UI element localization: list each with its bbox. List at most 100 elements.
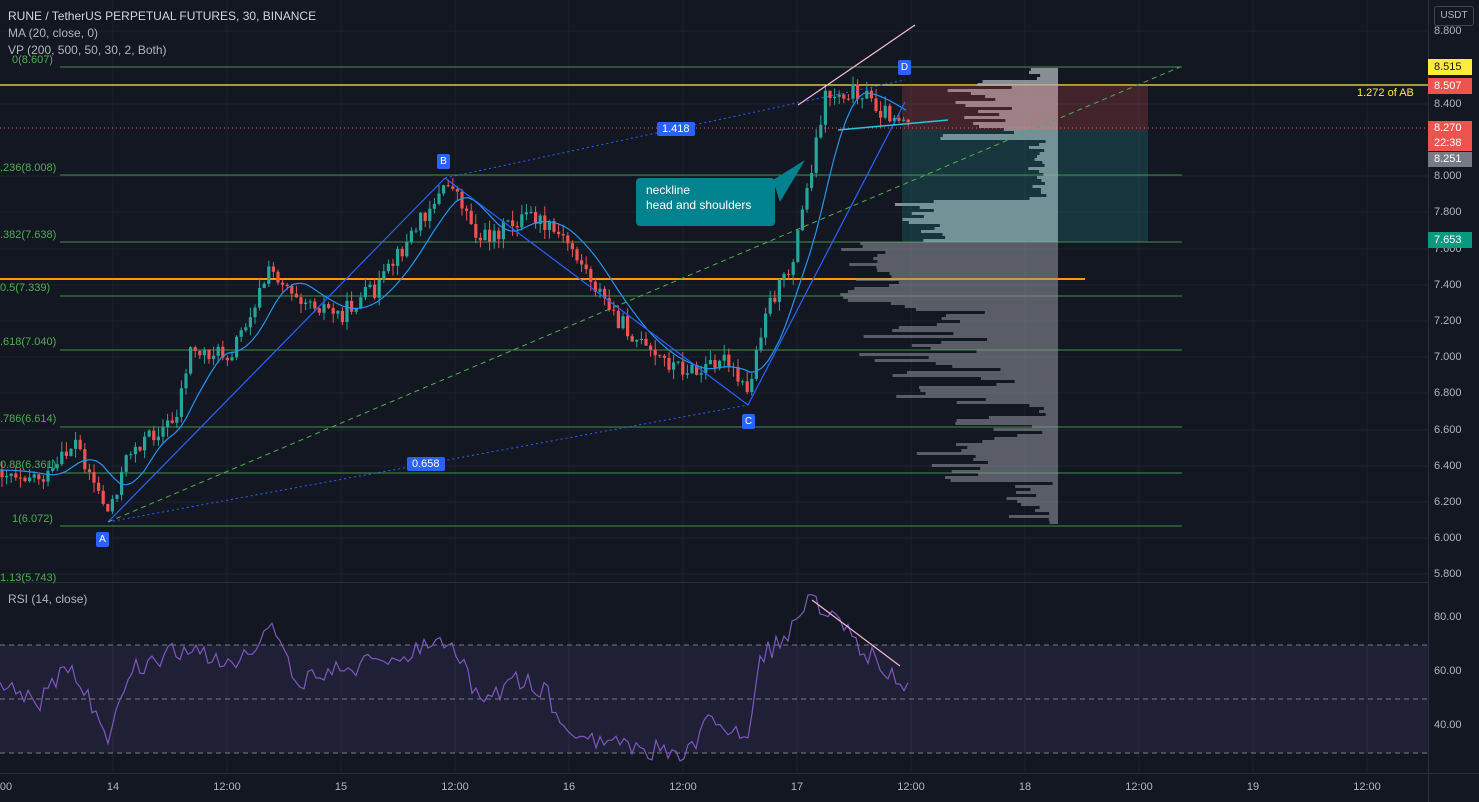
volume-profile-bar bbox=[1040, 191, 1058, 194]
abcd-pattern bbox=[107, 101, 906, 523]
candle-body bbox=[281, 282, 285, 285]
volume-profile-bar bbox=[1030, 68, 1058, 71]
candle-body bbox=[143, 436, 147, 451]
rsi-tick: 40.00 bbox=[1434, 719, 1462, 731]
pattern-point-c[interactable]: C bbox=[742, 414, 755, 429]
candle-body bbox=[584, 264, 588, 270]
candle-body bbox=[860, 98, 864, 100]
candle-body bbox=[833, 96, 837, 99]
rsi-legend[interactable]: RSI (14, close) bbox=[8, 592, 88, 606]
candle-body bbox=[869, 90, 873, 99]
candle-body bbox=[777, 279, 781, 302]
candle-body bbox=[621, 316, 625, 329]
candle-body bbox=[87, 469, 91, 473]
candle-body bbox=[538, 215, 542, 224]
candle-body bbox=[736, 367, 740, 382]
volume-profile-bar bbox=[1036, 77, 1058, 80]
candle-body bbox=[810, 173, 814, 189]
volume-profile-bar bbox=[936, 323, 1058, 326]
candle-body bbox=[879, 110, 883, 118]
candlesticks bbox=[0, 76, 910, 515]
volume-profile-bar bbox=[1013, 131, 1058, 134]
volume-profile-bar bbox=[855, 278, 1058, 281]
candle-body bbox=[64, 451, 68, 456]
volume-profile-bar bbox=[1039, 170, 1058, 173]
candle-body bbox=[409, 230, 413, 242]
candle-body bbox=[207, 349, 211, 360]
volume-profile-bar bbox=[953, 332, 1058, 335]
volume-profile-bar bbox=[1028, 71, 1058, 74]
price-tick: 6.600 bbox=[1434, 424, 1462, 436]
candle-body bbox=[189, 347, 193, 374]
candle-body bbox=[649, 345, 653, 350]
fib-label: .236(8.008) bbox=[0, 162, 57, 174]
candle-body bbox=[593, 281, 597, 292]
fib-label: .786(6.614) bbox=[0, 413, 57, 425]
volume-profile-bar bbox=[1036, 155, 1058, 158]
pattern-point-b[interactable]: B bbox=[437, 154, 450, 169]
volume-profile-bar bbox=[894, 203, 1058, 206]
callout-line-2: head and shoulders bbox=[646, 198, 752, 212]
candle-body bbox=[166, 420, 170, 428]
volume-profile-bar bbox=[933, 209, 1058, 212]
price-tick: 6.000 bbox=[1434, 532, 1462, 544]
time-tick: 00 bbox=[0, 781, 13, 793]
volume-profile-bar bbox=[1037, 176, 1058, 179]
candle-body bbox=[796, 230, 800, 263]
volume-profile-bar bbox=[1006, 497, 1058, 500]
volume-profile bbox=[840, 68, 1058, 524]
candle-body bbox=[14, 473, 18, 478]
price-tick: 6.200 bbox=[1434, 496, 1462, 508]
volume-profile-bar bbox=[931, 464, 1058, 467]
volume-profile-bar bbox=[891, 275, 1058, 278]
neckline-callout[interactable]: neckline head and shoulders bbox=[636, 178, 775, 226]
volume-profile-bar bbox=[1044, 149, 1058, 152]
candle-body bbox=[805, 188, 809, 210]
volume-profile-bar bbox=[1016, 491, 1058, 494]
candle-body bbox=[529, 211, 533, 213]
volume-profile-bar bbox=[1011, 107, 1058, 110]
candle-body bbox=[708, 360, 712, 365]
vp-legend[interactable]: VP (200, 500, 50, 30, 2, Both) bbox=[8, 43, 167, 57]
volume-profile-bar bbox=[930, 347, 1058, 350]
currency-button[interactable]: USDT bbox=[1434, 6, 1474, 26]
pattern-point-a[interactable]: A bbox=[96, 532, 109, 547]
candle-body bbox=[373, 284, 377, 298]
time-tick: 17 bbox=[790, 781, 804, 793]
pane-separator[interactable] bbox=[0, 582, 1428, 583]
fib-retracement[interactable] bbox=[0, 66, 1428, 527]
volume-profile-bar bbox=[955, 443, 1058, 446]
candle-body bbox=[179, 388, 183, 417]
candle-body bbox=[892, 117, 896, 122]
callout-line-1: neckline bbox=[646, 183, 691, 197]
current-price-label: 8.270 bbox=[1428, 121, 1472, 136]
candle-body bbox=[28, 477, 32, 482]
ratio-label-ab[interactable]: 0.658 bbox=[407, 457, 445, 471]
pattern-point-d[interactable]: D bbox=[898, 60, 911, 75]
candle-body bbox=[672, 362, 676, 370]
volume-profile-bar bbox=[1049, 512, 1058, 515]
volume-profile-bar bbox=[952, 365, 1058, 368]
volume-profile-bar bbox=[950, 479, 1058, 482]
position-zones[interactable] bbox=[902, 85, 1148, 242]
candle-body bbox=[363, 287, 367, 298]
candle-body bbox=[308, 301, 312, 303]
volume-profile-bar bbox=[854, 287, 1058, 290]
volume-profile-bar bbox=[1044, 164, 1058, 167]
candle-body bbox=[110, 498, 114, 512]
volume-profile-bar bbox=[1011, 86, 1058, 89]
candle-body bbox=[193, 347, 197, 351]
candle-body bbox=[340, 310, 344, 323]
volume-profile-bar bbox=[1043, 407, 1058, 410]
volume-profile-bar bbox=[923, 215, 1058, 218]
volume-profile-bar bbox=[873, 257, 1058, 260]
candle-body bbox=[566, 235, 570, 244]
volume-profile-bar bbox=[920, 389, 1058, 392]
ma-legend[interactable]: MA (20, close, 0) bbox=[8, 26, 99, 40]
ratio-label-bc[interactable]: 1.418 bbox=[657, 122, 695, 136]
volume-profile-bar bbox=[841, 248, 1058, 251]
volume-profile-bar bbox=[1040, 188, 1058, 191]
candle-body bbox=[455, 188, 459, 192]
symbol-title[interactable]: RUNE / TetherUS PERPETUAL FUTURES, 30, B… bbox=[8, 9, 317, 23]
